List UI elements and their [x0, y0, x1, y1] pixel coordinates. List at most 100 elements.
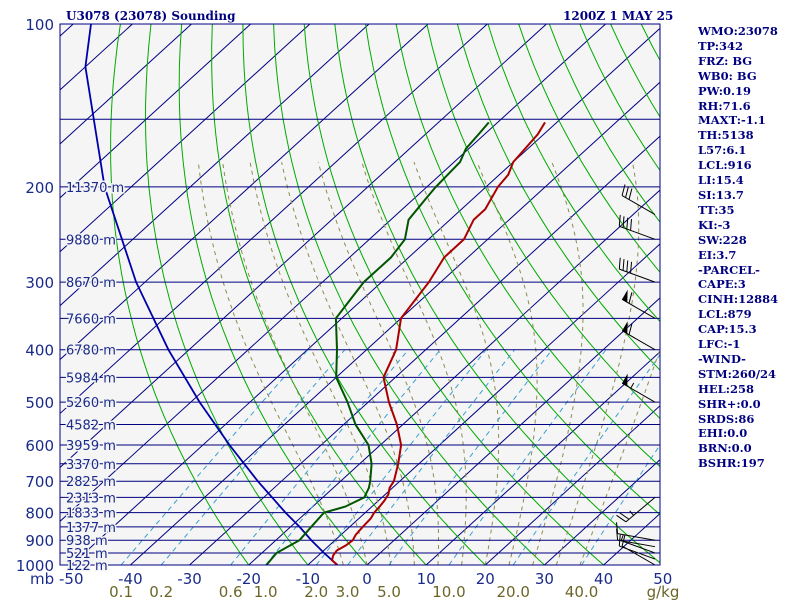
wind-barb [621, 184, 656, 215]
mixing-ratio-tick-label: 20.0 [497, 583, 530, 600]
temperature-tick-label: -20 [236, 570, 261, 588]
index-line: L57:6.1 [698, 143, 747, 158]
height-label: 1377 m [66, 521, 116, 536]
height-label: 5984 m [66, 371, 116, 386]
index-line: SI:13.7 [698, 187, 744, 202]
temperature-tick-label: 10 [417, 570, 436, 588]
isotherm [248, 189, 660, 565]
isotherm [60, 24, 429, 361]
isotherm [70, 27, 660, 565]
mixing-ratio-tick-label: 0.2 [149, 583, 173, 600]
isotherm [60, 24, 547, 469]
moist-adiabat [555, 162, 640, 565]
plot-area [60, 24, 660, 565]
height-label: 5260 m [66, 396, 116, 411]
index-line: CINH:12884 [698, 292, 779, 307]
mixing-ratio-tick-label: 0.1 [109, 583, 133, 600]
mixing-ratio-tick-label: 1.0 [254, 583, 278, 600]
mixing-ratio-tick-label: 2.0 [304, 583, 328, 600]
mixing-ratio-tick-label: 40.0 [565, 583, 598, 600]
moist-adiabat [317, 161, 439, 565]
index-line: TT:35 [698, 202, 735, 217]
moist-adiabat [532, 161, 584, 565]
isotherm [60, 24, 252, 199]
index-line: WMO:23078 [698, 24, 778, 38]
temperature-curve [330, 121, 546, 565]
temperature-tick-label: 30 [535, 570, 554, 588]
isotherm [307, 243, 660, 565]
temperature-tick-label: -30 [177, 570, 202, 588]
isotherm [544, 458, 660, 565]
index-line: CAPE:3 [698, 277, 746, 292]
index-line: BRN:0.0 [698, 441, 752, 456]
plot-border [59, 23, 661, 566]
index-line: EI:3.7 [698, 247, 737, 262]
wind-barb [616, 497, 656, 523]
index-line: RH:71.6 [698, 98, 751, 113]
moist-adiabat [413, 161, 500, 565]
mixing-ratio-unit-label: g/kg [647, 583, 680, 600]
moist-adiabat [281, 161, 415, 565]
moist-adiabat [249, 162, 392, 565]
height-label: 9880 m [66, 233, 116, 248]
dry-adiabat [794, 24, 800, 565]
height-label: 2825 m [66, 475, 116, 490]
height-label: 4582 m [66, 419, 116, 434]
plot-layers [60, 24, 800, 565]
temperature-tick-label: -40 [118, 570, 143, 588]
isotherm [60, 24, 370, 307]
height-label: 3370 m [66, 458, 116, 473]
height-label: 122 m [66, 559, 108, 574]
index-line: LFC:-1 [698, 337, 741, 352]
height-label: 3959 m [66, 439, 116, 454]
height-label: 938 m [66, 534, 108, 549]
index-line: WB0: BG [698, 68, 757, 83]
wind-barb [619, 534, 656, 554]
index-line: STM:260/24 [698, 366, 777, 381]
pressure-tick-label: 700 [25, 473, 54, 491]
height-label: 521 m [66, 547, 108, 562]
mixing-ratio-tick-label: 3.0 [336, 583, 360, 600]
indices-panel: WMO:23078 TP:342 FRZ: BG WB0: BG PW:0.19 RH:7… [698, 24, 778, 471]
wind-barb [616, 522, 656, 541]
index-line: LI:15.4 [698, 173, 744, 188]
moist-adiabat [476, 161, 538, 565]
wind-barb [621, 373, 656, 403]
height-label: 2313 m [66, 491, 116, 506]
mixing-ratio-tick-label: 5.0 [377, 583, 401, 600]
height-label: 6780 m [66, 344, 116, 359]
mixing-ratio-tick-label: 10.0 [432, 583, 465, 600]
sounding-time: 1200Z 1 MAY 25 [563, 9, 674, 23]
index-line: TH:5138 [698, 128, 754, 143]
index-line: -WIND- [698, 351, 746, 366]
temperature-tick-label: -10 [296, 570, 321, 588]
index-line: CAP:15.3 [698, 322, 757, 337]
pressure-tick-label: 900 [25, 532, 54, 550]
isotherm [60, 24, 311, 253]
index-line: LCL:916 [698, 158, 752, 173]
wind-barb [621, 321, 656, 351]
height-label: 8670 m [66, 276, 116, 291]
isotherm [130, 81, 660, 565]
wind-barb [621, 289, 656, 319]
moist-adiabat [361, 161, 467, 565]
pressure-tick-label: 100 [25, 16, 54, 34]
isotherm [60, 24, 488, 415]
index-line: FRZ: BG [698, 53, 753, 68]
index-line: SRDS:86 [698, 411, 755, 426]
isotherm [60, 24, 606, 523]
dewpoint-curve [265, 121, 490, 565]
index-line: LCL:879 [698, 307, 752, 322]
pressure-tick-label: 1000 [16, 557, 54, 575]
temperature-tick-label: 20 [476, 570, 495, 588]
pressure-tick-label: 500 [25, 394, 54, 412]
index-line: PW:0.19 [698, 83, 752, 98]
height-label: 7660 m [66, 312, 116, 327]
isotherm [425, 351, 660, 565]
temperature-tick-label: -50 [59, 570, 84, 588]
wind-barb [618, 214, 656, 240]
index-line: KI:-3 [698, 217, 731, 232]
pressure-tick-label: 800 [25, 505, 54, 523]
